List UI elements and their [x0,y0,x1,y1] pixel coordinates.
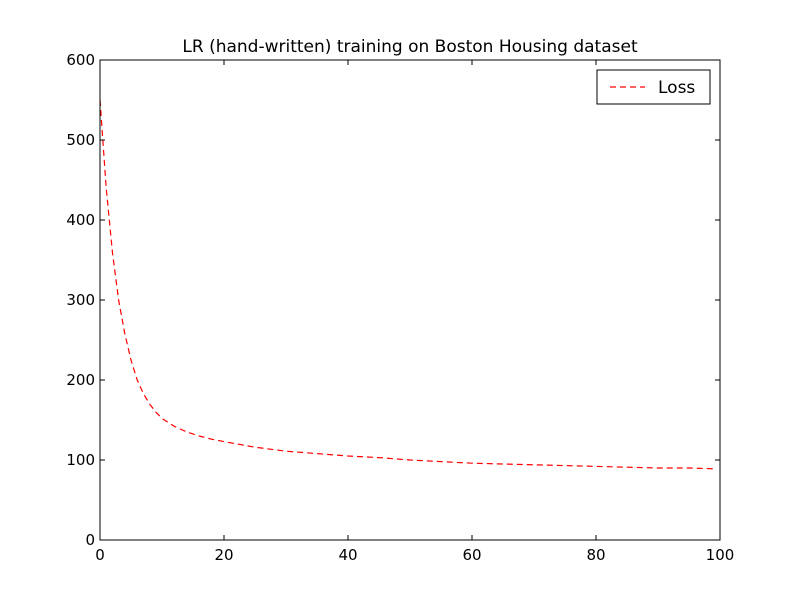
y-tick-label: 400 [66,211,95,229]
x-tick-label: 60 [462,546,481,564]
y-tick-label: 200 [66,371,95,389]
legend: Loss [596,69,711,105]
y-tick-label: 600 [66,51,95,69]
x-tick-label: 0 [95,546,105,564]
chart-title: LR (hand-written) training on Boston Hou… [182,37,638,57]
y-tick-label: 100 [66,451,95,469]
axis-ticks: 0 20 40 60 80 100 0 100 200 300 400 500 600 [66,51,734,564]
y-tick-label: 300 [66,291,95,309]
legend-label-loss: Loss [658,78,695,98]
x-tick-label: 40 [338,546,357,564]
y-tick-label: 500 [66,131,95,149]
x-tick-label: 20 [214,546,233,564]
series-line-loss [99,99,714,470]
plot-area [99,99,714,470]
y-tick-label: 0 [85,531,95,549]
x-tick-label: 100 [706,546,735,564]
x-tick-label: 80 [586,546,605,564]
